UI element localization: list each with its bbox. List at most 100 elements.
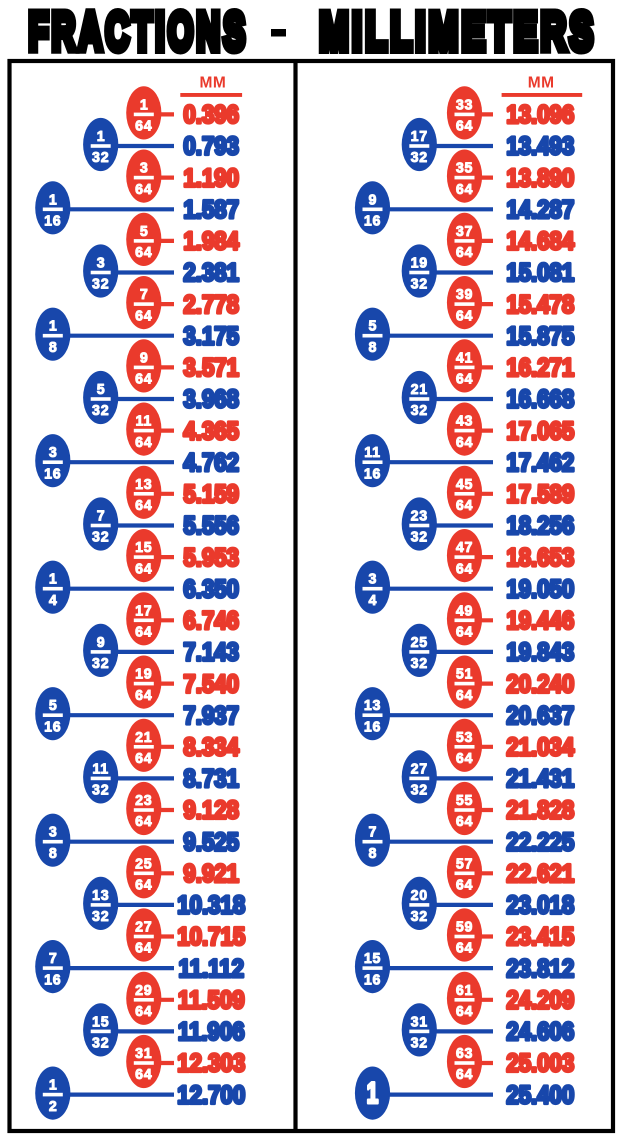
svg-text:64: 64 [456,1067,473,1083]
svg-text:22.225: 22.225 [506,828,574,855]
svg-text:64: 64 [135,877,152,893]
svg-text:64: 64 [456,814,473,830]
svg-text:59: 59 [456,919,473,935]
svg-text:11.906: 11.906 [178,1018,245,1045]
svg-text:20.637: 20.637 [506,702,574,729]
svg-text:21: 21 [411,382,428,398]
svg-text:MM: MM [528,75,555,92]
svg-text:11: 11 [136,413,153,429]
svg-text:17.065: 17.065 [506,417,574,444]
svg-text:1: 1 [49,571,57,587]
svg-text:3.571: 3.571 [183,354,239,381]
svg-text:1: 1 [97,129,105,145]
svg-text:3.968: 3.968 [183,386,239,413]
svg-text:5.953: 5.953 [183,544,239,571]
svg-text:3: 3 [49,824,57,840]
svg-text:31: 31 [135,1046,152,1062]
svg-text:5.556: 5.556 [183,512,239,539]
svg-text:29: 29 [135,982,152,998]
svg-text:32: 32 [92,276,109,292]
svg-text:3: 3 [369,571,377,587]
svg-text:21: 21 [135,729,152,745]
svg-text:64: 64 [135,814,152,830]
svg-text:57: 57 [456,856,473,872]
svg-text:12.700: 12.700 [177,1081,245,1108]
svg-text:64: 64 [456,561,473,577]
svg-text:13: 13 [92,888,109,904]
svg-text:2.778: 2.778 [183,291,239,318]
svg-text:64: 64 [456,624,473,640]
svg-text:4.365: 4.365 [183,417,239,444]
svg-text:11: 11 [364,445,381,461]
svg-text:64: 64 [456,245,473,261]
svg-text:32: 32 [92,150,109,166]
svg-text:21.034: 21.034 [506,733,574,760]
svg-text:8: 8 [49,846,57,862]
svg-text:64: 64 [135,1004,152,1020]
svg-text:64: 64 [456,751,473,767]
svg-text:8.334: 8.334 [183,733,239,760]
svg-text:19.446: 19.446 [506,607,574,634]
svg-text:25: 25 [135,856,152,872]
svg-text:11.509: 11.509 [178,986,245,1013]
svg-text:16: 16 [44,213,61,229]
svg-text:15: 15 [135,540,152,556]
svg-text:1: 1 [49,1077,57,1093]
svg-text:55: 55 [456,793,473,809]
svg-text:32: 32 [411,150,428,166]
svg-text:27: 27 [135,919,152,935]
svg-text:32: 32 [411,529,428,545]
svg-text:5: 5 [49,698,57,714]
svg-text:25: 25 [411,635,428,651]
svg-text:16: 16 [364,466,381,482]
svg-text:32: 32 [411,909,428,925]
svg-text:32: 32 [411,1035,428,1051]
svg-text:9.525: 9.525 [183,828,239,855]
svg-text:19: 19 [135,666,152,682]
svg-text:19.843: 19.843 [506,638,574,665]
svg-text:32: 32 [411,403,428,419]
svg-text:64: 64 [456,118,473,134]
svg-text:10.715: 10.715 [177,923,245,950]
svg-text:39: 39 [456,287,473,303]
svg-text:31: 31 [411,1014,428,1030]
svg-text:7: 7 [49,951,57,967]
svg-text:0.793: 0.793 [183,133,239,160]
svg-text:16: 16 [44,972,61,988]
svg-text:3: 3 [140,160,148,176]
svg-text:14.684: 14.684 [506,227,574,254]
svg-text:43: 43 [456,413,473,429]
svg-text:64: 64 [135,624,152,640]
svg-text:32: 32 [92,529,109,545]
svg-text:23: 23 [411,508,428,524]
svg-text:7: 7 [97,508,105,524]
svg-text:12.303: 12.303 [177,1050,245,1077]
svg-text:64: 64 [456,371,473,387]
svg-text:24.209: 24.209 [506,986,574,1013]
svg-text:32: 32 [411,782,428,798]
svg-text:18.256: 18.256 [506,512,574,539]
svg-text:64: 64 [456,498,473,514]
svg-text:2.381: 2.381 [183,259,239,286]
svg-text:32: 32 [411,656,428,672]
svg-text:22.621: 22.621 [506,860,574,887]
svg-text:1.984: 1.984 [183,227,239,254]
svg-text:17: 17 [135,603,152,619]
svg-text:MILLIMETERS: MILLIMETERS [319,1,596,61]
svg-text:13.890: 13.890 [506,164,574,191]
svg-text:11: 11 [92,761,109,777]
svg-text:64: 64 [135,498,152,514]
svg-text:15: 15 [92,1014,109,1030]
svg-text:13.493: 13.493 [506,133,574,160]
svg-text:64: 64 [135,751,152,767]
svg-text:64: 64 [456,1004,473,1020]
svg-text:1: 1 [140,97,148,113]
svg-text:9: 9 [97,635,105,651]
svg-text:61: 61 [456,982,473,998]
svg-text:13: 13 [364,698,381,714]
svg-text:7.143: 7.143 [183,638,239,665]
svg-text:19.050: 19.050 [506,575,574,602]
svg-text:9.921: 9.921 [183,860,239,887]
svg-text:37: 37 [456,224,473,240]
svg-text:1.190: 1.190 [183,164,239,191]
